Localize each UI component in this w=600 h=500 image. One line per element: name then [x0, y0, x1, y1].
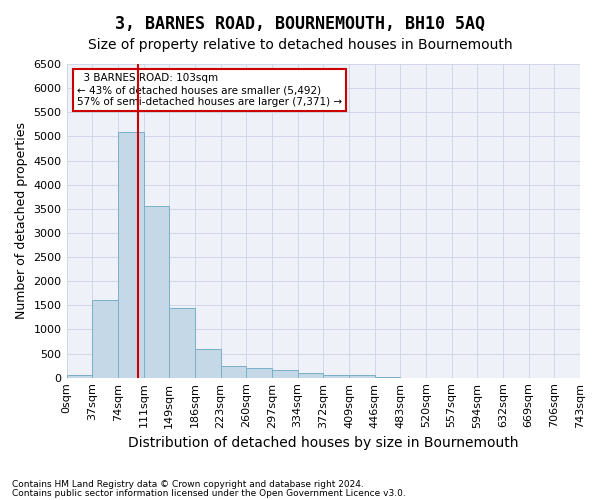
Bar: [169, 308, 195, 378]
Bar: [118, 132, 143, 378]
Text: Size of property relative to detached houses in Bournemouth: Size of property relative to detached ho…: [88, 38, 512, 52]
Bar: [143, 206, 169, 378]
Bar: [298, 373, 323, 378]
Bar: [349, 376, 374, 378]
X-axis label: Distribution of detached houses by size in Bournemouth: Distribution of detached houses by size …: [128, 436, 518, 450]
Text: Contains public sector information licensed under the Open Government Licence v3: Contains public sector information licen…: [12, 488, 406, 498]
Y-axis label: Number of detached properties: Number of detached properties: [15, 122, 28, 320]
Bar: [195, 348, 221, 378]
Text: 3 BARNES ROAD: 103sqm
← 43% of detached houses are smaller (5,492)
57% of semi-d: 3 BARNES ROAD: 103sqm ← 43% of detached …: [77, 74, 342, 106]
Text: Contains HM Land Registry data © Crown copyright and database right 2024.: Contains HM Land Registry data © Crown c…: [12, 480, 364, 489]
Bar: [67, 376, 92, 378]
Bar: [272, 370, 298, 378]
Bar: [92, 300, 118, 378]
Bar: [221, 366, 246, 378]
Text: 3, BARNES ROAD, BOURNEMOUTH, BH10 5AQ: 3, BARNES ROAD, BOURNEMOUTH, BH10 5AQ: [115, 15, 485, 33]
Bar: [246, 368, 272, 378]
Bar: [323, 376, 349, 378]
